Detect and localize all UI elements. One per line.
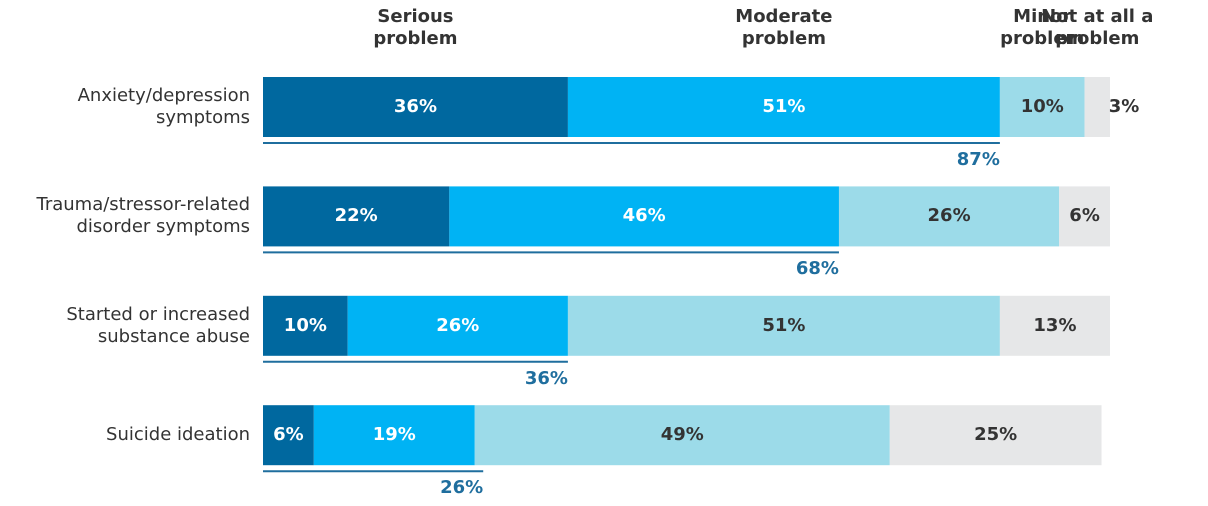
value-label: 25% bbox=[974, 424, 1018, 446]
legend-header: Not at all a problem bbox=[1041, 6, 1154, 49]
bar-segment bbox=[263, 77, 568, 137]
value-label: 19% bbox=[372, 424, 416, 446]
bar-segment bbox=[263, 405, 314, 466]
category-label: Suicide ideation bbox=[106, 424, 250, 446]
value-label: 51% bbox=[762, 96, 806, 117]
total-label: 87% bbox=[956, 149, 1000, 170]
category-label: Anxiety/depression symptoms bbox=[77, 85, 250, 128]
category-label: Trauma/stressor-related disorder symptom… bbox=[36, 194, 250, 238]
bar-segment bbox=[263, 295, 348, 356]
total-label: 26% bbox=[440, 477, 484, 499]
bar-segment bbox=[838, 186, 1060, 247]
value-label: 10% bbox=[1020, 96, 1064, 117]
bar-segment bbox=[313, 405, 475, 466]
bar-segment bbox=[1084, 77, 1110, 137]
value-label: 46% bbox=[622, 205, 666, 227]
value-label: 13% bbox=[1033, 314, 1077, 336]
bar-segment bbox=[567, 295, 1000, 356]
category-label: Started or increased substance abuse bbox=[66, 303, 250, 347]
bar-segment bbox=[999, 295, 1110, 356]
bar-segment bbox=[999, 77, 1085, 137]
value-label: 36% bbox=[393, 96, 437, 117]
bar-segment bbox=[474, 405, 890, 466]
legend-header: Moderate problem bbox=[735, 6, 833, 49]
value-label: 51% bbox=[762, 314, 806, 336]
value-label: 26% bbox=[927, 205, 971, 227]
legend-header: Serious problem bbox=[373, 6, 458, 49]
total-label: 68% bbox=[795, 258, 839, 280]
legend-header: Minor problem bbox=[1000, 6, 1085, 49]
bar-segment bbox=[347, 295, 568, 356]
bar-segment bbox=[449, 186, 839, 247]
value-label: 49% bbox=[660, 424, 704, 446]
bar-segment bbox=[263, 186, 450, 247]
value-label: 22% bbox=[334, 205, 378, 227]
value-label: 3% bbox=[1108, 96, 1140, 117]
bar-segment bbox=[889, 405, 1102, 466]
bar-segment bbox=[1059, 186, 1110, 247]
value-label: 26% bbox=[436, 314, 480, 336]
bar-segment bbox=[567, 77, 1000, 137]
value-label: 6% bbox=[1069, 205, 1100, 227]
total-label: 36% bbox=[524, 367, 568, 389]
value-label: 6% bbox=[273, 424, 304, 446]
value-label: 10% bbox=[283, 314, 327, 336]
